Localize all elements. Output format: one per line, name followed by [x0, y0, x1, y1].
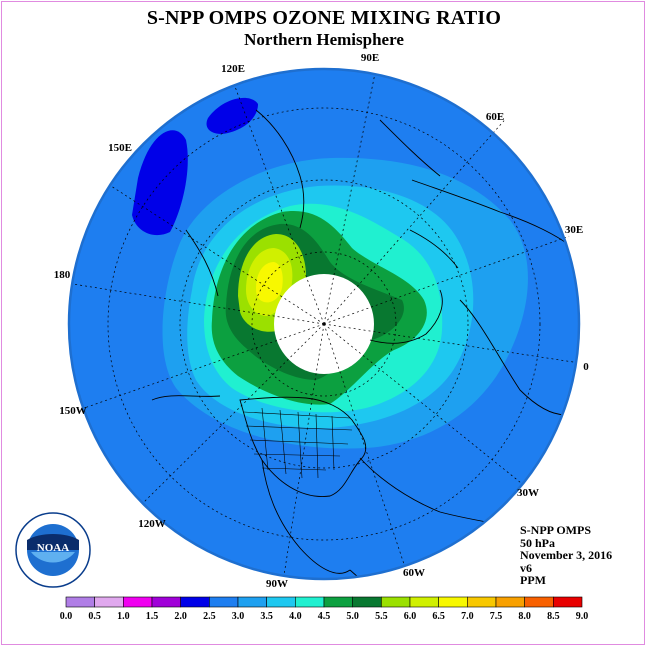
lon-label-90w: 90W	[266, 578, 288, 590]
colorbar-label: 5.5	[375, 611, 388, 622]
lon-label-60w: 60W	[403, 567, 425, 579]
colorbar-label: 4.0	[289, 611, 302, 622]
map-disk-outline	[67, 67, 581, 581]
colorbar-label: 8.5	[547, 611, 560, 622]
low-ozone-area-150e	[132, 130, 188, 236]
colorbar-swatch	[381, 596, 411, 608]
colorbar-label: 0.5	[88, 611, 101, 622]
info-block: S-NPP OMPS 50 hPa November 3, 2016 v6 PP…	[520, 524, 612, 587]
longitude-labels: 90E 60E 30E 0 30W 60W 90W 120W 150W 180 …	[54, 52, 590, 590]
low-ozone-area-120e	[206, 97, 258, 134]
colorbar-label: 7.0	[461, 611, 474, 622]
info-units: PPM	[520, 573, 546, 587]
colorbar-swatch	[323, 596, 353, 608]
colorbar-swatch	[123, 596, 153, 608]
colorbar-label: 2.5	[203, 611, 216, 622]
colorbar-label: 8.0	[518, 611, 531, 622]
lon-label-150e: 150E	[108, 142, 132, 154]
info-version: v6	[520, 560, 532, 575]
lon-label-150w: 150W	[59, 405, 87, 417]
colorbar-label: 5.0	[346, 611, 359, 622]
noaa-logo: NOAA	[15, 512, 91, 588]
lon-label-120w: 120W	[138, 518, 166, 530]
map-title: S-NPP OMPS OZONE MIXING RATIO	[146, 7, 502, 29]
info-instrument: S-NPP OMPS	[520, 523, 591, 537]
colorbar-label: 3.0	[232, 611, 245, 622]
colorbar-label: 0.0	[60, 611, 73, 622]
colorbar-swatch	[467, 596, 497, 608]
band-6-5	[256, 262, 283, 303]
noaa-logo-text: NOAA	[37, 542, 69, 554]
colorbar-label: 1.5	[146, 611, 159, 622]
lon-label-90e: 90E	[361, 52, 379, 64]
map-subtitle: Northern Hemisphere	[244, 30, 404, 49]
colorbar-label: 6.5	[432, 611, 445, 622]
lon-label-0: 0	[583, 361, 589, 373]
colorbar-swatch	[409, 596, 439, 608]
info-level: 50 hPa	[520, 535, 556, 550]
colorbar-swatch	[553, 596, 583, 608]
colorbar-swatch	[438, 596, 468, 608]
colorbar-label: 3.5	[260, 611, 273, 622]
colorbar-swatch	[524, 596, 554, 608]
colorbar-label: 4.5	[318, 611, 331, 622]
colorbar-swatch	[237, 596, 267, 608]
colorbar-swatch	[495, 596, 525, 608]
colorbar-swatch	[295, 596, 325, 608]
graticule	[72, 75, 576, 576]
colorbar: 0.0 0.5 1.0 1.5 2.0 2.5 3.0 3.5 4.0 4.5 5.0 5.5 6.0 6…	[60, 596, 589, 622]
lon-label-30w: 30W	[517, 487, 539, 499]
colorbar-label: 1.0	[117, 611, 130, 622]
colorbar-swatch	[266, 596, 296, 608]
lon-label-120e: 120E	[221, 63, 245, 75]
colorbar-swatch	[151, 596, 181, 608]
colorbar-label: 2.0	[174, 611, 187, 622]
colorbar-swatch	[180, 596, 210, 608]
colorbar-label: 9.0	[576, 611, 589, 622]
lon-label-180: 180	[54, 269, 71, 281]
colorbar-swatch	[65, 596, 95, 608]
lon-label-60e: 60E	[486, 111, 504, 123]
colorbar-label: 6.0	[404, 611, 417, 622]
colorbar-swatch	[209, 596, 239, 608]
lon-label-30e: 30E	[565, 224, 583, 236]
colorbar-label: 7.5	[490, 611, 503, 622]
us-state-lines	[243, 407, 353, 479]
colorbar-swatch	[94, 596, 124, 608]
colorbar-swatch	[352, 596, 382, 608]
info-date: November 3, 2016	[520, 548, 613, 562]
